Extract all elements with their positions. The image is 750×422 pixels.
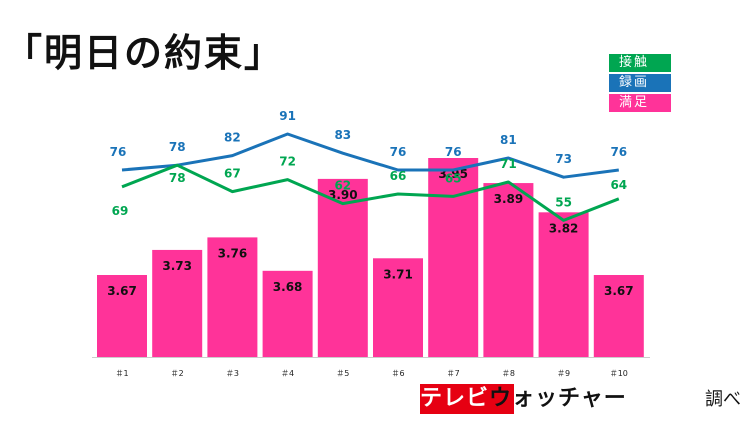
bar-label-2: 3.73 xyxy=(162,259,192,273)
bar-satisfaction-6 xyxy=(373,258,423,357)
label-contact-2: 78 xyxy=(169,171,186,185)
bar-satisfaction-7 xyxy=(428,158,479,357)
label-recording-10: 76 xyxy=(610,145,627,159)
x-tick-8: ＃8 xyxy=(502,369,515,378)
bar-satisfaction-1 xyxy=(97,275,147,357)
label-contact-1: 69 xyxy=(112,204,129,218)
label-contact-8: 71 xyxy=(500,157,517,171)
chart-title: 「明日の約束」 xyxy=(4,31,285,75)
bar-satisfaction-9 xyxy=(538,212,589,357)
bar-label-3: 3.76 xyxy=(218,246,248,260)
bar-label-10: 3.67 xyxy=(604,284,634,298)
label-contact-9: 55 xyxy=(555,195,572,209)
label-recording-4: 91 xyxy=(279,109,296,123)
label-contact-3: 67 xyxy=(224,167,241,181)
legend-item-satisfaction: 満足 xyxy=(609,94,671,112)
logo-suffix: 調べ xyxy=(705,389,741,410)
x-tick-6: ＃6 xyxy=(391,369,404,378)
legend-item-recording: 録画 xyxy=(609,74,671,92)
x-tick-1: ＃1 xyxy=(115,369,128,378)
label-contact-4: 72 xyxy=(279,155,296,169)
x-tick-5: ＃5 xyxy=(336,369,349,378)
bar-label-8: 3.89 xyxy=(494,192,524,206)
legend-item-contact: 接触 xyxy=(609,54,671,72)
label-recording-3: 82 xyxy=(224,131,241,145)
legend: 接触 録画 満足 xyxy=(609,54,671,114)
x-tick-4: ＃4 xyxy=(281,369,294,378)
tv-watcher-logo: テレビウォッチャー xyxy=(420,384,702,414)
bar-satisfaction-8 xyxy=(483,183,534,357)
bar-satisfaction-10 xyxy=(593,275,644,357)
bar-satisfaction-5 xyxy=(317,178,368,357)
logo-text-part2: ウォッチャー xyxy=(489,386,627,411)
line-contact xyxy=(121,163,620,222)
bar-satisfaction-4 xyxy=(262,270,313,357)
logo-red-block xyxy=(420,384,514,414)
x-tick-9: ＃9 xyxy=(557,369,570,378)
bar-label-1: 3.67 xyxy=(107,284,137,298)
x-tick-7: ＃7 xyxy=(447,369,460,378)
label-contact-7: 65 xyxy=(445,171,462,185)
x-tick-3: ＃3 xyxy=(226,369,239,378)
bar-satisfaction-2 xyxy=(152,249,203,357)
line-recording xyxy=(121,132,619,179)
x-tick-2: ＃2 xyxy=(171,369,184,378)
bar-label-5: 3.90 xyxy=(328,188,358,202)
label-recording-8: 81 xyxy=(500,133,517,147)
label-contact-6: 66 xyxy=(390,169,407,183)
label-recording-1: 76 xyxy=(110,145,127,159)
label-contact-5: 62 xyxy=(334,179,351,193)
label-recording-5: 83 xyxy=(334,128,351,142)
x-tick-10: ＃10 xyxy=(610,369,628,378)
bar-label-6: 3.71 xyxy=(383,267,413,281)
label-recording-2: 78 xyxy=(169,140,186,154)
label-recording-7: 76 xyxy=(445,145,462,159)
logo-text-part1: テレビ xyxy=(420,386,490,411)
label-recording-6: 76 xyxy=(390,145,407,159)
label-contact-10: 64 xyxy=(610,178,627,192)
bar-label-4: 3.68 xyxy=(273,280,303,294)
bar-satisfaction-3 xyxy=(207,237,258,357)
label-recording-9: 73 xyxy=(555,152,572,166)
bar-label-9: 3.82 xyxy=(549,221,579,235)
